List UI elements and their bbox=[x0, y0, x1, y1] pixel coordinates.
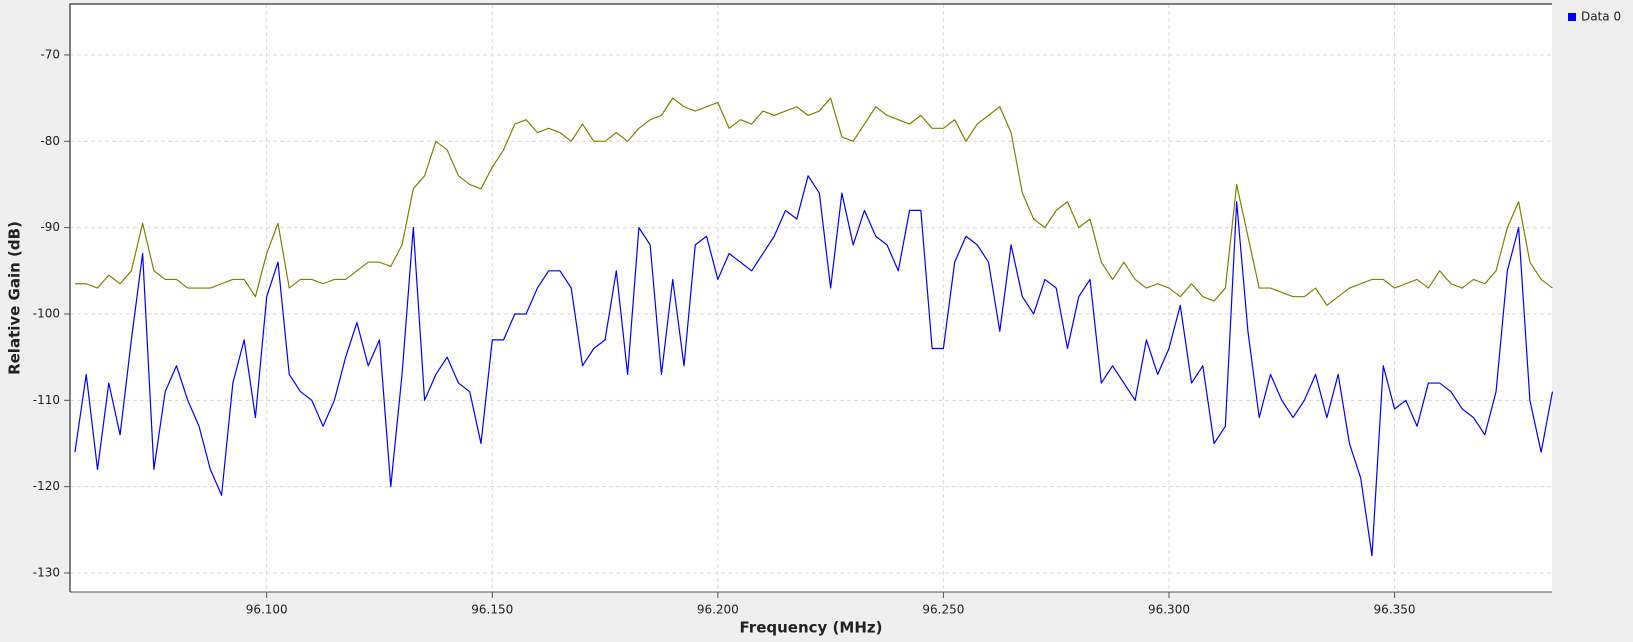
x-tick-label: 96.100 bbox=[246, 603, 288, 617]
y-tick-label: -70 bbox=[40, 47, 60, 61]
y-tick-label: -80 bbox=[40, 134, 60, 148]
x-tick-label: 96.350 bbox=[1374, 603, 1416, 617]
y-axis-title: Relative Gain (dB) bbox=[6, 221, 24, 375]
legend: Data 0 bbox=[1568, 10, 1621, 24]
series-line bbox=[74, 175, 1554, 557]
x-tick-label: 96.300 bbox=[1148, 603, 1190, 617]
plot-frame bbox=[69, 3, 1552, 592]
y-tick-label: -100 bbox=[33, 306, 60, 320]
y-tick-label: -110 bbox=[33, 393, 60, 407]
plot-area bbox=[70, 4, 1552, 592]
x-axis-title: Frequency (MHz) bbox=[740, 619, 883, 637]
lines bbox=[74, 97, 1554, 557]
series-line bbox=[74, 97, 1553, 306]
y-tick-label: -120 bbox=[33, 479, 60, 493]
legend-swatch bbox=[1568, 13, 1576, 21]
y-tick-label: -90 bbox=[40, 220, 60, 234]
x-tick-label: 96.200 bbox=[697, 603, 739, 617]
y-tick-label: -130 bbox=[33, 566, 60, 580]
x-tick-label: 96.150 bbox=[471, 603, 513, 617]
legend-label: Data 0 bbox=[1581, 10, 1621, 24]
x-tick-label: 96.250 bbox=[922, 603, 964, 617]
